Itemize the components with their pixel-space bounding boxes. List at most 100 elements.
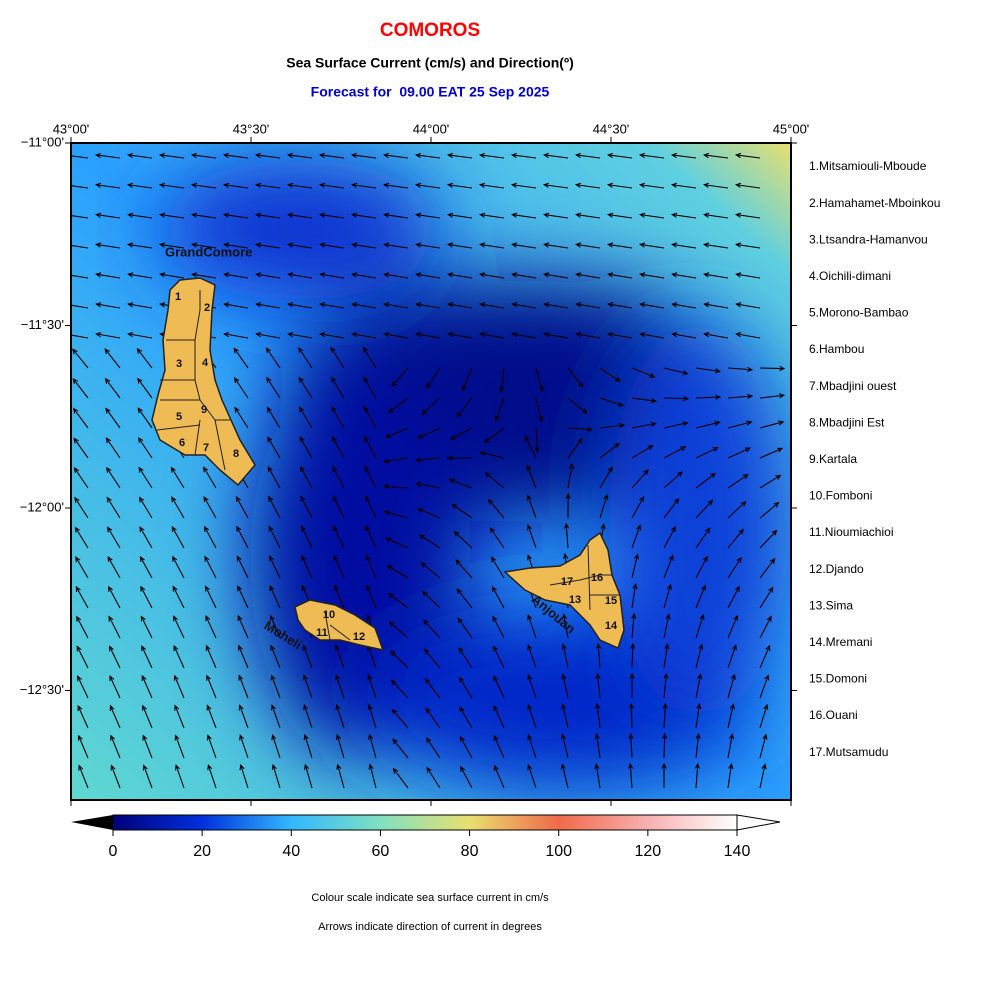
arrow [695, 702, 702, 729]
arrow [236, 525, 249, 549]
arrow [727, 447, 752, 459]
arrow [663, 497, 680, 519]
arrow [478, 212, 505, 219]
arrow [126, 212, 153, 219]
arrow [567, 463, 575, 489]
arrow [235, 495, 249, 519]
arrow [451, 503, 473, 519]
arrow [735, 302, 761, 309]
arrow [499, 367, 505, 394]
arrow [350, 182, 377, 189]
arrow [205, 644, 217, 669]
lon-label: 43°30' [233, 121, 270, 136]
district-label: 11 [316, 627, 328, 639]
arrow [204, 555, 217, 579]
arrow [127, 272, 153, 279]
arrow [638, 212, 665, 219]
arrow [631, 469, 649, 489]
arrow [330, 346, 345, 369]
arrow [631, 367, 656, 378]
arrow [238, 674, 249, 699]
arrow [350, 212, 377, 219]
arrow [95, 332, 121, 339]
arrow [139, 526, 153, 549]
arrow [631, 612, 637, 639]
arrow [759, 447, 784, 459]
arrow [140, 585, 153, 609]
arrow [542, 212, 569, 219]
arrow [270, 704, 281, 729]
legend-item: 5.Morono-Bambao [809, 306, 909, 320]
arrow [254, 152, 281, 159]
arrow [238, 704, 249, 729]
colorbar-label: 20 [193, 843, 211, 860]
arrow [203, 496, 217, 519]
arrow [254, 212, 281, 219]
arrow [567, 426, 594, 432]
arrow [206, 674, 217, 699]
arrow [727, 585, 740, 609]
arrow [363, 405, 377, 429]
legend-item: 1.Mitsamiouli-Mboude [809, 159, 927, 173]
arrow [173, 674, 185, 699]
arrow [607, 302, 633, 309]
arrow [483, 427, 505, 444]
arrow [351, 302, 377, 309]
arrow [255, 332, 281, 339]
arrow [759, 420, 785, 429]
arrow [510, 212, 537, 219]
colorbar-label: 120 [635, 843, 662, 860]
arrow [383, 510, 409, 519]
arrow [286, 242, 313, 249]
arrow [759, 615, 772, 639]
arrow [255, 272, 281, 279]
arrow [138, 466, 153, 489]
arrow [527, 674, 537, 699]
district-label: 7 [203, 442, 209, 454]
note: Arrows indicate direction of current in … [318, 921, 542, 933]
arrow [424, 677, 441, 699]
arrow [567, 367, 584, 388]
arrow [599, 422, 626, 429]
arrow [269, 584, 281, 609]
arrow [222, 242, 249, 249]
arrow [511, 332, 537, 339]
arrow [319, 332, 345, 339]
arrow [560, 763, 569, 789]
arrow [631, 445, 654, 459]
arrow [663, 367, 689, 376]
islands [151, 277, 625, 652]
arrow [223, 332, 249, 339]
arrow [286, 182, 313, 189]
legend-item: 8.Mbadjini Est [809, 415, 885, 429]
arrow [171, 496, 185, 519]
arrow [484, 472, 505, 489]
arrow [414, 242, 441, 249]
arrow [491, 585, 505, 609]
arrow [727, 366, 754, 373]
arrow [110, 734, 121, 759]
arrow [382, 242, 409, 249]
arrow [567, 437, 583, 459]
legend-item: 2.Hamahamet-Mboinkou [809, 196, 940, 210]
arrow [391, 708, 409, 729]
district-label: 8 [233, 448, 239, 460]
arrow [631, 524, 642, 549]
arrow [159, 272, 185, 279]
arrow [458, 676, 473, 699]
arrow [94, 182, 121, 189]
arrow [599, 397, 625, 407]
arrow [734, 242, 761, 249]
arrow [599, 466, 613, 489]
arrow [267, 436, 281, 459]
arrow [631, 397, 658, 404]
arrow [694, 762, 701, 789]
arrow [735, 272, 761, 279]
arrow [759, 674, 770, 699]
arrow [203, 466, 217, 489]
arrow [425, 367, 441, 389]
arrow [287, 272, 313, 279]
arrow [158, 182, 185, 189]
arrow [727, 528, 745, 549]
arrow [594, 732, 601, 759]
